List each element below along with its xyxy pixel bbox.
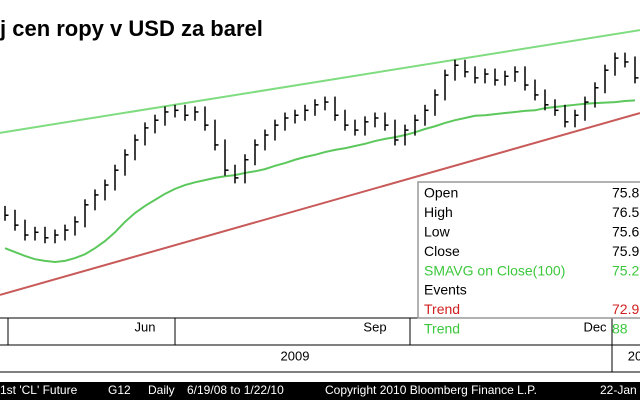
x-year-label: 2009: [281, 348, 310, 363]
legend-value: 75.8: [612, 185, 639, 201]
sma-line: [4, 99, 636, 263]
footer-text: 1st 'CL' Future: [0, 383, 78, 397]
legend-box: [417, 181, 640, 319]
legend-value: 76.5: [612, 204, 639, 220]
x-tick-label: Dec: [583, 319, 607, 334]
plot-area: [0, 29, 640, 296]
x-tick-label: Jun: [135, 319, 156, 334]
trend-line: [0, 29, 640, 134]
legend-label: Low: [424, 224, 451, 240]
x-tick-label: Sep: [363, 319, 386, 334]
legend-label: High: [424, 204, 453, 220]
footer-text: G12: [108, 383, 131, 397]
legend-value: 72.9: [612, 301, 639, 317]
legend-label: Trend: [424, 301, 460, 317]
footer-text: 22-Jan: [600, 383, 637, 397]
footer-bar: [0, 382, 640, 400]
footer-text: 6/19/08 to 1/22/10: [187, 383, 284, 397]
legend-label: Events: [424, 282, 467, 298]
footer-text: Copyright 2010 Bloomberg Finance L.P.: [325, 383, 537, 397]
x-year-label: 20: [628, 348, 640, 363]
legend-value: 75.9: [612, 243, 639, 259]
legend-label: Open: [424, 185, 458, 201]
legend: Open 75.8 High 76.5 Low 75.6 Close 75.9 SMAVG on…: [417, 181, 640, 337]
footer: 1st 'CL' Future G12 Daily 6/19/08 to 1/22/1…: [0, 383, 637, 397]
chart-title: j cen ropy v USD za barel: [0, 16, 263, 41]
legend-value: 75.2: [612, 262, 639, 278]
legend-label: Close: [424, 243, 460, 259]
legend-value: 75.6: [612, 224, 639, 240]
trend-line: [0, 112, 640, 296]
footer-text: Daily: [148, 383, 175, 397]
legend-label: SMAVG on Close(100): [424, 262, 565, 278]
legend-label: Trend: [424, 321, 460, 337]
legend-value: 88: [612, 321, 628, 337]
